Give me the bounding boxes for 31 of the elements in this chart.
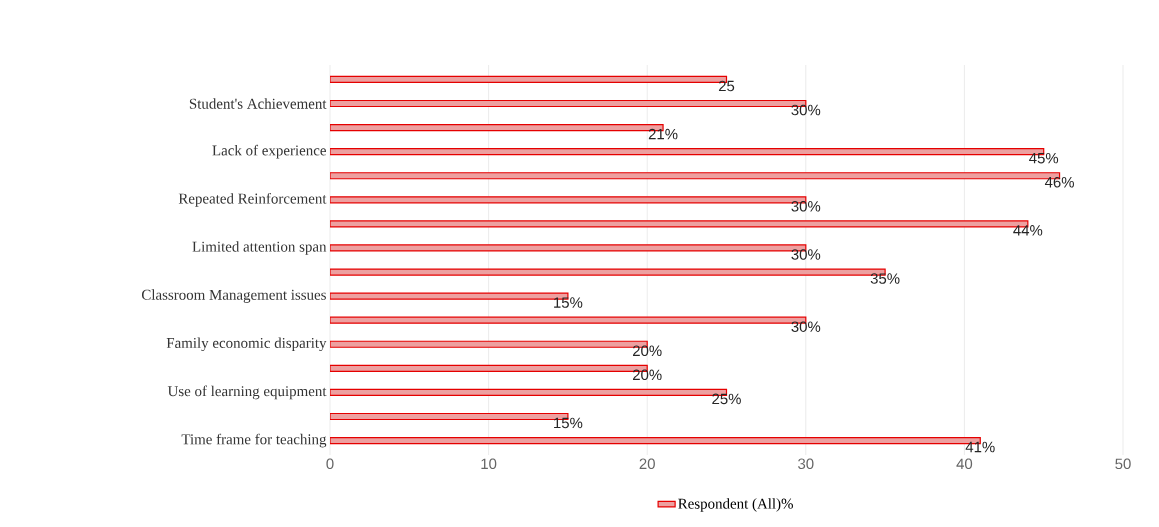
y-tick-label: Student's Achievement bbox=[189, 98, 327, 109]
x-tick-label: 40 bbox=[956, 458, 973, 470]
data-label: 25% bbox=[712, 393, 741, 405]
data-label: 45% bbox=[1029, 152, 1059, 164]
x-tick-label: 20 bbox=[639, 458, 655, 470]
data-label: 30% bbox=[791, 249, 821, 260]
x-tick-label: 30 bbox=[798, 458, 814, 470]
data-label: 30% bbox=[791, 201, 821, 212]
data-label: 15% bbox=[554, 417, 583, 429]
data-label: 44% bbox=[1013, 225, 1043, 236]
data-label: 25 bbox=[718, 80, 735, 92]
data-label: 30% bbox=[791, 321, 821, 332]
x-tick-label: 50 bbox=[1115, 458, 1131, 470]
data-label: 35% bbox=[870, 273, 900, 284]
data-label: 20% bbox=[633, 345, 662, 357]
y-tick-label: Use of learning equipment bbox=[167, 385, 327, 400]
y-tick-label: Time frame for teaching bbox=[181, 433, 327, 448]
x-tick-label: 10 bbox=[481, 458, 497, 470]
data-label: 41% bbox=[965, 441, 995, 453]
data-label: 46% bbox=[1044, 176, 1074, 188]
data-label: 21% bbox=[648, 128, 678, 140]
data-label: 30% bbox=[791, 104, 821, 116]
y-tick-label: Repeated Reinforcement bbox=[178, 192, 327, 207]
y-tick-label: Lack of experience bbox=[212, 144, 326, 159]
y-tick-label: Limited attention span bbox=[192, 241, 327, 255]
x-tick-label: 0 bbox=[326, 458, 334, 470]
data-label: 15% bbox=[554, 297, 583, 308]
y-tick-label: Family economic disparity bbox=[166, 337, 327, 352]
legend-label: Respondent (All)% bbox=[678, 498, 793, 512]
y-tick-label: Classroom Management issues bbox=[141, 289, 326, 303]
data-label: 20% bbox=[633, 369, 662, 381]
